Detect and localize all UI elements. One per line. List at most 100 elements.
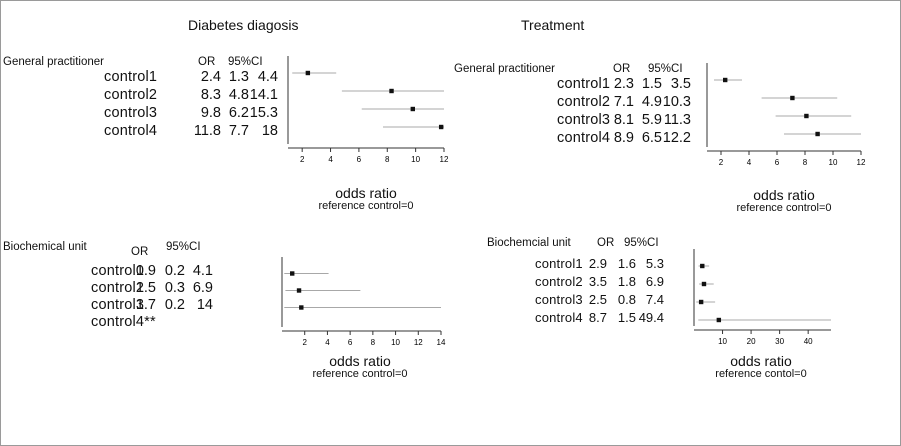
x-tick-label: 8 (385, 155, 390, 164)
or-header: OR (613, 63, 631, 75)
ci-high-value: 49.4 (638, 310, 664, 325)
or-header: OR (131, 246, 149, 258)
x-tick-label: 2 (719, 158, 724, 167)
ci-low-value: 1.5 (617, 310, 636, 325)
ci-low-value: 0.2 (164, 297, 185, 313)
row-label: control4 (557, 130, 611, 146)
x-tick-label: 12 (414, 338, 423, 347)
ci-low-value: 6.5 (641, 130, 662, 146)
point-estimate (723, 77, 728, 83)
point-estimate (296, 288, 302, 293)
x-tick-label: 8 (371, 338, 376, 347)
or-value: 2.5 (588, 292, 607, 307)
ci-low-value: 7.7 (228, 123, 249, 139)
ci-high-value: 14 (196, 297, 213, 313)
or-value: 1.5 (135, 280, 156, 296)
x-tick-label: 10 (411, 155, 420, 164)
x-tick-label: 2 (302, 338, 307, 347)
ci-high-value: 6.9 (645, 274, 664, 289)
row-label: control1 (104, 69, 158, 85)
x-axis-label: odds ratio (335, 185, 397, 201)
or-value: 7.1 (613, 94, 634, 110)
ci-header: 95%CI (648, 63, 683, 75)
ci-low-value: 4.9 (641, 94, 662, 110)
point-estimate (716, 317, 722, 323)
ci-low-value: 6.2 (228, 105, 249, 121)
row-label: control3 (535, 292, 583, 307)
x-axis-label: odds ratio (730, 353, 792, 369)
row-label: control1 (557, 76, 611, 92)
ci-high-value: 4.4 (257, 69, 278, 85)
ci-low-value: 1.5 (641, 76, 662, 92)
ci-low-value: 1.3 (228, 69, 249, 85)
x-tick-label: 10 (718, 337, 727, 346)
x-tick-label: 10 (829, 158, 838, 167)
or-value: 2.3 (613, 76, 634, 92)
row-label: control3 (104, 105, 158, 121)
row-label: control2 (91, 280, 145, 296)
ci-high-value: 7.4 (645, 292, 664, 307)
ci-high-value: 12.2 (662, 130, 691, 146)
reference-note: reference contol=0 (715, 368, 807, 380)
row-label: control4 (535, 310, 583, 325)
x-tick-label: 12 (857, 158, 866, 167)
x-tick-label: 6 (348, 338, 353, 347)
group-label: Biochemical unit (3, 241, 87, 253)
ci-low-value: 0.2 (164, 263, 185, 279)
x-tick-label: 8 (803, 158, 808, 167)
x-axis-label: odds ratio (753, 187, 815, 203)
point-estimate (305, 70, 311, 76)
ci-high-value: 10.3 (662, 94, 691, 110)
ci-high-value: 14.1 (249, 87, 278, 103)
column-title-diabetes: Diabetes diagosis (188, 17, 299, 33)
row-label: control3 (91, 297, 145, 313)
x-tick-label: 4 (328, 155, 333, 164)
x-tick-label: 4 (325, 338, 330, 347)
column-title-treatment: Treatment (521, 17, 585, 33)
group-label: General practitioner (454, 63, 555, 75)
ci-header: 95%CI (624, 237, 659, 249)
or-value: 0.9 (135, 263, 156, 279)
or-value: 11.8 (193, 123, 221, 139)
or-value: 9.8 (200, 105, 221, 121)
x-tick-label: 30 (775, 337, 784, 346)
row-label: control2 (535, 274, 583, 289)
ci-header: 95%CI (228, 56, 263, 68)
or-header: OR (198, 56, 216, 68)
ci-low-value: 1.6 (617, 256, 636, 271)
x-tick-label: 20 (747, 337, 756, 346)
row-label: control1 (91, 263, 145, 279)
ci-high-value: 3.5 (670, 76, 691, 92)
point-estimate (299, 305, 304, 310)
row-label: control3 (557, 112, 611, 128)
ci-high-value: 5.3 (645, 256, 664, 271)
row-label: control4 (104, 123, 158, 139)
point-estimate (790, 95, 795, 101)
point-estimate (410, 106, 415, 112)
point-estimate (700, 263, 705, 269)
ci-low-value: 0.3 (164, 280, 185, 296)
point-estimate (815, 131, 820, 137)
ci-high-value: 11.3 (663, 112, 691, 128)
point-estimate (438, 124, 444, 130)
or-value: 8.3 (200, 87, 221, 103)
group-label: General practitioner (3, 56, 104, 68)
or-value: 8.9 (613, 130, 634, 146)
reference-note: reference control=0 (312, 368, 408, 380)
row-label: control2 (557, 94, 611, 110)
x-tick-label: 6 (775, 158, 780, 167)
ci-low-value: 1.8 (617, 274, 636, 289)
point-estimate (389, 88, 394, 94)
x-tick-label: 40 (804, 337, 813, 346)
point-estimate (698, 299, 704, 305)
or-value: 3.5 (588, 274, 607, 289)
x-tick-label: 4 (747, 158, 752, 167)
or-header: OR (597, 237, 615, 249)
point-estimate (804, 113, 809, 119)
x-tick-label: 12 (440, 155, 449, 164)
or-value: 8.1 (613, 112, 634, 128)
or-value: 8.7 (588, 310, 607, 325)
or-value: 2.4 (200, 69, 221, 85)
group-label: Biochemcial unit (487, 237, 571, 249)
